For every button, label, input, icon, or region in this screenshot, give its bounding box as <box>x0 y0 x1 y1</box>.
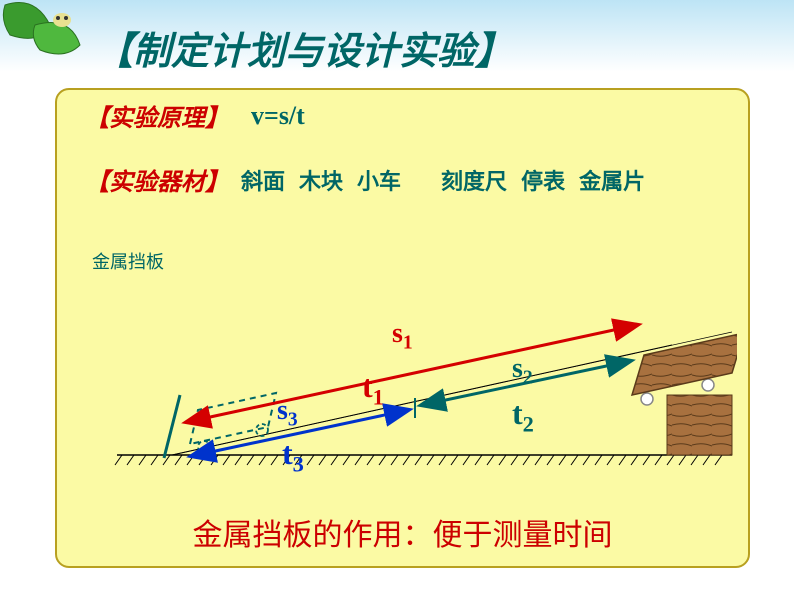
segment-label-t1: t1 <box>362 368 384 410</box>
segment-label-s1: s1 <box>392 318 413 355</box>
equipment-list: 斜面木块小车 刻度尺停表金属片 <box>241 164 645 196</box>
content-box: 【实验原理】 v=s/t 【实验器材】 斜面木块小车刻度尺停表金属片 金属挡板 … <box>55 88 750 568</box>
principle-label: 【实验原理】 <box>85 98 229 133</box>
title-text: 【制定计划与设计实验】 <box>95 31 513 73</box>
equipment-item: 斜面 <box>241 169 285 194</box>
equipment-item: 小车 <box>357 169 401 194</box>
principle-row: 【实验原理】 v=s/t <box>85 98 305 133</box>
leaf-decoration <box>0 0 100 70</box>
equipment-item: 刻度尺 <box>441 169 507 194</box>
page-title: 【制定计划与设计实验】 <box>95 20 513 75</box>
equipment-row: 【实验器材】 斜面木块小车 刻度尺停表金属片 <box>85 162 645 197</box>
equipment-item: 金属片 <box>579 169 645 194</box>
principle-formula: v=s/t <box>251 101 305 131</box>
segment-label-s3: s3 <box>277 395 298 432</box>
segment-label-t2: t2 <box>512 395 534 437</box>
footer-text: 金属挡板的作用：便于测量时间 <box>57 510 748 554</box>
segment-label-s2: s2 <box>512 353 533 390</box>
equipment-label: 【实验器材】 <box>85 162 229 197</box>
segment-label-t3: t3 <box>282 435 304 477</box>
diagram: s1t1s2t2s3t3 <box>72 210 737 470</box>
equipment-item: 停表 <box>521 169 565 194</box>
equipment-item: 木块 <box>299 169 343 194</box>
